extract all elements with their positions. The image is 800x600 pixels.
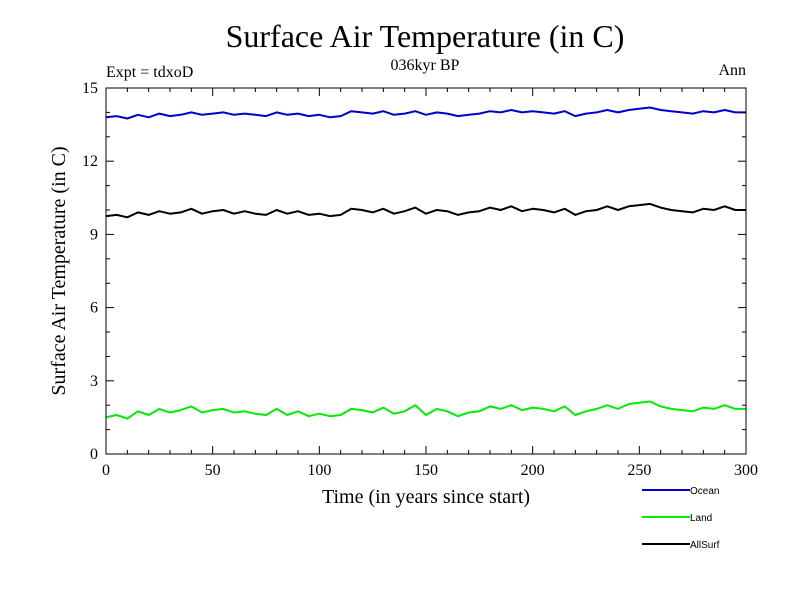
experiment-label: Expt = tdxoD xyxy=(106,64,193,81)
y-tick-label: 6 xyxy=(90,300,98,317)
x-tick-label: 250 xyxy=(627,462,651,479)
x-tick-label: 50 xyxy=(205,462,221,479)
axis-ticks xyxy=(105,87,747,455)
y-tick-label: 15 xyxy=(82,80,98,97)
series-line-land xyxy=(105,400,746,420)
period-label: Ann xyxy=(718,62,746,79)
series-line-ocean xyxy=(105,106,746,120)
x-axis-label: Time (in years since start) xyxy=(322,486,530,508)
y-tick-label: 12 xyxy=(82,153,98,170)
axis-tick-labels: 0 50 100 150 200 250 300 0 3 6 9 12 15 xyxy=(82,80,758,479)
chart-title: Surface Air Temperature (in C) xyxy=(226,18,625,54)
chart-subtitle: 036kyr BP xyxy=(391,57,460,74)
x-tick-label: 300 xyxy=(734,462,758,479)
x-tick-label: 150 xyxy=(414,462,438,479)
y-tick-label: 3 xyxy=(90,373,98,390)
x-tick-label: 0 xyxy=(102,462,110,479)
legend-label-land: Land xyxy=(690,513,712,524)
x-tick-label: 200 xyxy=(521,462,545,479)
legend-label-ocean: Ocean xyxy=(690,486,719,497)
legend-label-allsurf: AllSurf xyxy=(690,540,720,551)
y-tick-label: 0 xyxy=(90,446,98,463)
y-axis-label: Surface Air Temperature (in C) xyxy=(48,146,70,395)
x-tick-label: 100 xyxy=(307,462,331,479)
legend: Ocean Land AllSurf xyxy=(642,486,720,551)
y-tick-label: 9 xyxy=(90,226,98,243)
series-line-allsurf xyxy=(105,202,746,219)
plot-series xyxy=(105,106,746,420)
plot-frame xyxy=(105,87,747,455)
